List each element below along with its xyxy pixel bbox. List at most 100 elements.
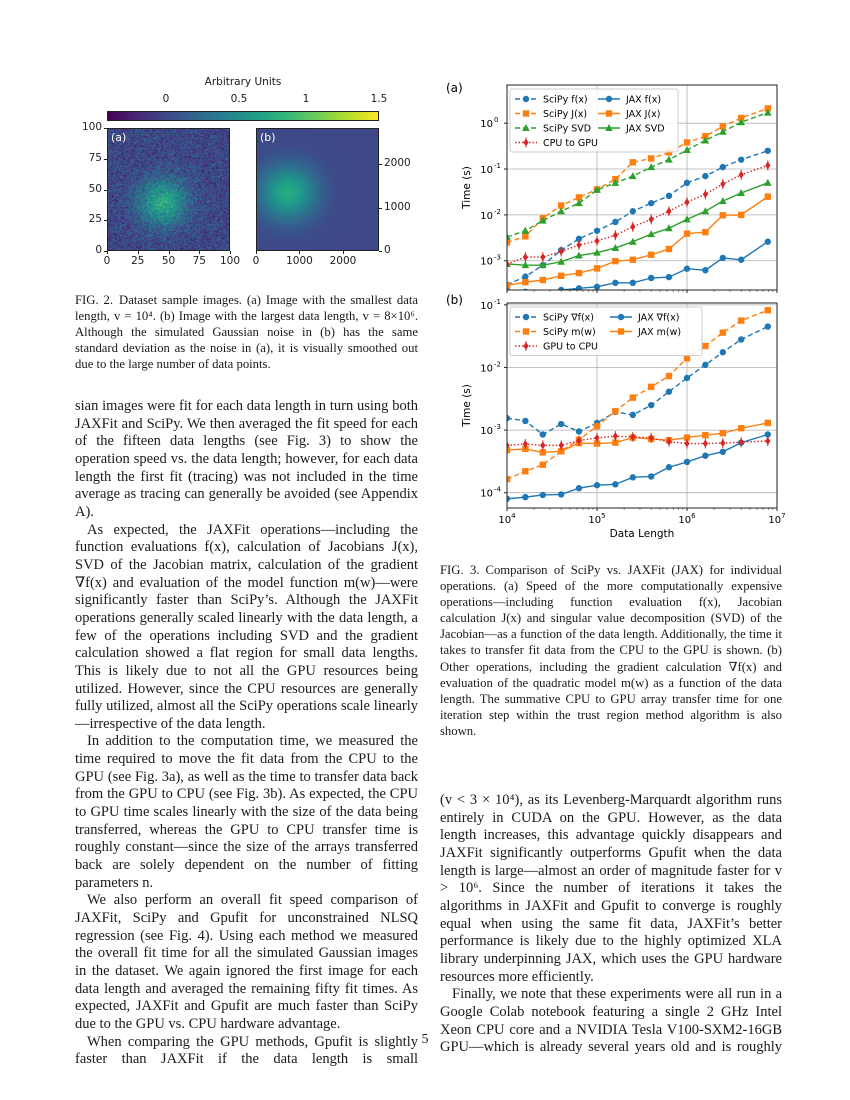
- legend-label: JAX SVD: [625, 124, 665, 135]
- diamond-marker: [540, 441, 546, 450]
- circle-marker: [557, 286, 565, 290]
- axis-tick-label: 75: [192, 255, 206, 267]
- axis-tick: [379, 164, 382, 165]
- square-marker: [539, 449, 547, 456]
- diamond-marker: [720, 439, 726, 448]
- circle-marker: [702, 172, 709, 180]
- circle-marker: [539, 431, 547, 438]
- diamond-marker: [522, 439, 528, 448]
- diamond-marker: [612, 231, 618, 240]
- caption-text: Comparison of SciPy vs. JAXFit (JAX) for…: [440, 563, 782, 738]
- paragraph: When comparing the GPU methods, Gpufit i…: [75, 1033, 418, 1068]
- axes-frame: [506, 84, 778, 291]
- diamond-marker: [648, 433, 654, 442]
- legend-entry: SciPy m(w): [515, 327, 596, 338]
- axis-tick-label: 0: [103, 255, 111, 267]
- diamond-marker: [765, 161, 771, 170]
- square-marker: [617, 328, 625, 335]
- circle-marker: [683, 265, 691, 272]
- circle-marker: [647, 473, 655, 480]
- diamond-marker: [720, 180, 726, 189]
- diamond-marker: [666, 437, 672, 446]
- square-marker: [612, 439, 619, 446]
- caption-label: FIG. 2.: [75, 293, 114, 307]
- series-cpu-to-gpu: [507, 160, 771, 269]
- square-marker: [522, 233, 529, 240]
- axis-tick: [104, 158, 107, 160]
- circle-marker: [702, 267, 709, 274]
- axis-tick: [137, 251, 139, 254]
- square-marker: [737, 317, 745, 324]
- circle-marker: [593, 227, 601, 234]
- x-axis-label: Data Length: [610, 528, 675, 540]
- legend: SciPy ∇f(x) SciPy m(w) GPU to CPU JAX ∇f(x)…: [509, 306, 703, 356]
- series-scipy-svd: [507, 108, 772, 240]
- legend-entry: GPU to CPU: [515, 341, 598, 353]
- axis-tick-label: 50: [88, 182, 102, 195]
- square-marker: [507, 239, 511, 246]
- legend-label: SciPy SVD: [543, 124, 591, 135]
- smooth-gaussian-image: [256, 128, 379, 251]
- triangle-marker: [737, 189, 745, 197]
- y-tick-label: 10: [480, 119, 493, 130]
- paragraph: sian images were fit for each data lengt…: [75, 398, 418, 520]
- circle-marker: [683, 458, 691, 466]
- axis-tick-label: 100: [219, 255, 241, 267]
- axis-tick-label: 0: [95, 244, 102, 256]
- square-marker: [557, 448, 565, 455]
- diamond-marker: [666, 207, 672, 216]
- figure-3-caption: FIG. 3. Comparison of SciPy vs. JAXFit (J…: [440, 562, 782, 739]
- y-tick-label: 10: [480, 363, 493, 374]
- square-marker: [522, 110, 530, 117]
- series-line: [507, 107, 769, 244]
- square-marker: [593, 423, 601, 430]
- body-left-column: sian images were fit for each data lengt…: [75, 398, 418, 1069]
- legend-label: CPU to GPU: [543, 138, 598, 149]
- triangle-marker: [763, 178, 772, 186]
- legend-entry: SciPy f(x): [515, 95, 588, 106]
- diamond-marker: [765, 436, 771, 445]
- square-marker: [593, 440, 601, 447]
- axis-tick: [342, 251, 344, 254]
- diamond-marker: [702, 190, 708, 199]
- legend-entry: JAX ∇f(x): [610, 313, 679, 324]
- circle-marker: [557, 420, 565, 428]
- square-marker: [629, 159, 637, 166]
- square-marker: [764, 193, 771, 200]
- axis-tick: [379, 251, 382, 252]
- legend-label: SciPy m(w): [543, 327, 596, 338]
- square-marker: [539, 276, 547, 284]
- axis-tick-label: 0: [384, 244, 391, 256]
- diamond-marker: [594, 433, 600, 442]
- diamond-marker: [576, 241, 582, 250]
- diamond-marker: [576, 436, 582, 445]
- diamond-marker: [738, 170, 744, 179]
- axis-tick-label: 1000: [384, 200, 411, 213]
- axis-tick: [104, 189, 107, 191]
- circle-marker: [719, 254, 727, 262]
- axis-tick-label: 50: [161, 255, 176, 267]
- series-jax-j-x-: [507, 193, 771, 289]
- caption-text: Dataset sample images. (a) Image with th…: [75, 293, 418, 372]
- circle-marker: [507, 495, 511, 502]
- paragraph: Finally, we note that these experiments …: [440, 986, 782, 1056]
- diamond-marker: [630, 432, 636, 441]
- square-marker: [575, 269, 583, 277]
- triangle-marker: [539, 261, 547, 269]
- circle-marker: [629, 279, 637, 287]
- square-marker: [557, 202, 565, 209]
- square-marker: [629, 256, 637, 263]
- legend-entry: JAX f(x): [598, 95, 661, 106]
- diamond-marker: [558, 441, 564, 450]
- circle-marker: [764, 238, 771, 245]
- legend-entry: SciPy J(x): [515, 109, 587, 120]
- panel-label-b: (b): [260, 131, 276, 144]
- circle-marker: [593, 481, 601, 489]
- panel-label: (a): [446, 81, 463, 95]
- panel-label: (b): [446, 293, 463, 307]
- triangle-marker: [521, 261, 530, 269]
- axis-tick: [104, 251, 107, 252]
- legend: SciPy f(x) SciPy J(x) SciPy SVD CPU to GPU J…: [509, 88, 679, 153]
- circle-marker: [612, 279, 619, 287]
